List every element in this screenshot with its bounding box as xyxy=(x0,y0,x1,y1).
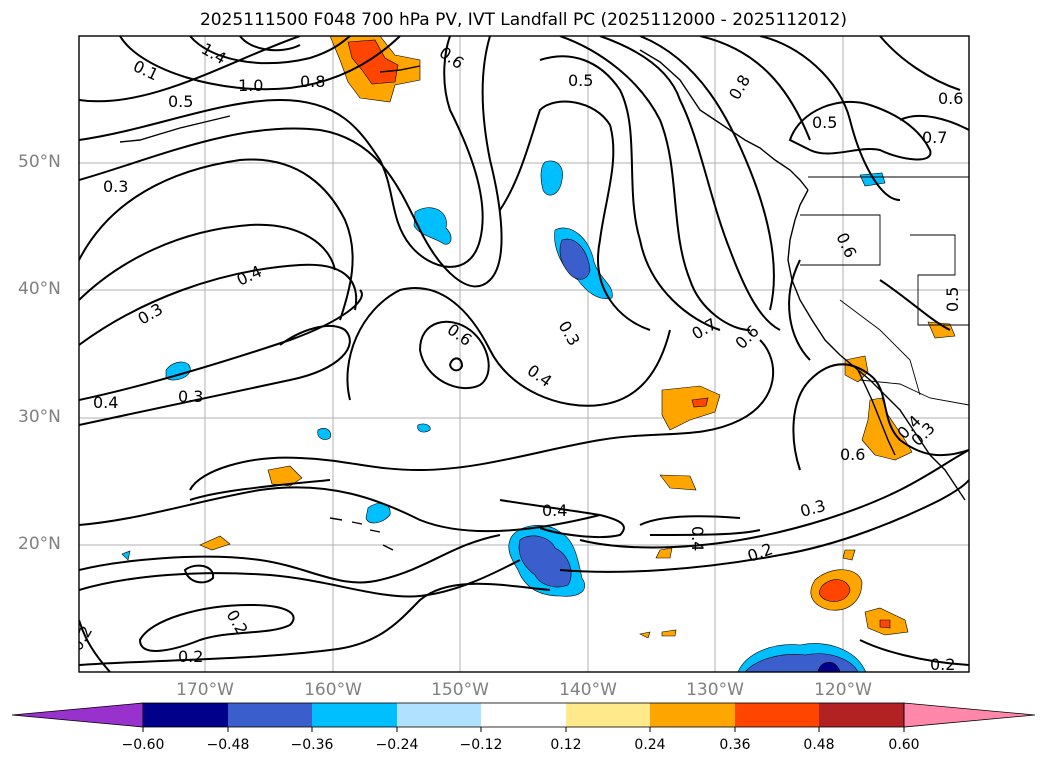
colorbar-tick-label: 0.48 xyxy=(803,737,835,753)
colorbar-swatch xyxy=(312,703,397,727)
contour-label: 0.2 xyxy=(930,655,955,674)
colorbar-swatch xyxy=(481,703,566,727)
shade-negative xyxy=(317,428,331,440)
contour-label: 0.3 xyxy=(178,387,203,406)
shade-negative xyxy=(417,423,431,433)
colorbar-extend-low xyxy=(11,702,144,728)
shade-negative xyxy=(540,160,563,196)
shade-positive-strong xyxy=(879,619,891,629)
shade-positive xyxy=(267,465,303,487)
pv-contours xyxy=(79,36,969,672)
colorbar-swatch xyxy=(228,703,312,727)
colorbar xyxy=(11,702,1036,732)
lat-label: 40°N xyxy=(18,279,61,299)
shade-positive xyxy=(199,535,231,551)
colorbar-swatch xyxy=(819,703,904,727)
shade-positive xyxy=(659,474,697,491)
shade-negative xyxy=(859,172,886,187)
contour-label: 0.3 xyxy=(103,177,128,196)
lat-label: 20°N xyxy=(18,534,61,554)
shade-negative xyxy=(121,550,131,561)
colorbar-swatch xyxy=(397,703,481,727)
colorbar-tick-label: −0.24 xyxy=(375,737,419,753)
shade-positive-strong xyxy=(819,579,851,602)
contour-label: 0.4 xyxy=(688,526,707,551)
contour-label: 0.5 xyxy=(943,287,962,312)
lat-label: 30°N xyxy=(18,407,61,427)
shade-negative xyxy=(413,207,452,245)
contour-label: 0.5 xyxy=(812,113,837,132)
shade-positive xyxy=(661,629,677,637)
colorbar-swatch xyxy=(650,703,735,727)
lon-label: 140°W xyxy=(559,680,617,700)
contour-label: 0.5 xyxy=(568,71,593,90)
contour-label: 0.8 xyxy=(300,72,325,91)
contour-label: 0.6 xyxy=(840,445,865,464)
ivt-shading xyxy=(121,36,956,672)
shade-positive xyxy=(655,547,673,559)
colorbar-swatch xyxy=(566,703,650,727)
colorbar-frame xyxy=(142,702,905,728)
colorbar-extend-high xyxy=(903,702,1036,728)
lon-label: 130°W xyxy=(686,680,744,700)
lon-label: 120°W xyxy=(814,680,872,700)
shade-positive xyxy=(927,321,956,339)
map-frame xyxy=(78,35,970,673)
shade-negative xyxy=(365,502,391,524)
lon-label: 150°W xyxy=(431,680,489,700)
colorbar-swatch xyxy=(735,703,819,727)
shade-negative-strong xyxy=(559,238,591,280)
colorbar-tick-label: −0.12 xyxy=(459,737,503,753)
lon-label: 160°W xyxy=(304,680,362,700)
shade-positive xyxy=(842,549,856,561)
colorbar-tick-label: −0.36 xyxy=(290,737,334,753)
contour-label: 0.2 xyxy=(178,647,203,666)
shade-positive xyxy=(639,631,651,639)
shade-negative-strong xyxy=(518,535,572,588)
colorbar-tick-label: 0.36 xyxy=(719,737,751,753)
coastlines xyxy=(119,49,966,551)
contour-label: 0.4 xyxy=(93,393,118,412)
shade-positive xyxy=(661,385,721,431)
shade-positive-strong xyxy=(691,397,709,408)
colorbar-tick-label: 0.12 xyxy=(550,737,582,753)
lat-label: 50°N xyxy=(18,152,61,172)
contour-label: 0.6 xyxy=(938,89,963,108)
colorbar-swatch xyxy=(143,703,228,727)
colorbar-tick-label: −0.48 xyxy=(206,737,250,753)
colorbar-tick-label: 0.60 xyxy=(888,737,920,753)
lon-label: 170°W xyxy=(176,680,234,700)
colorbar-tick-label: 0.24 xyxy=(634,737,666,753)
contour-label: 0.7 xyxy=(922,128,947,147)
contour-label: 1.0 xyxy=(238,76,263,95)
contour-label: 0.5 xyxy=(168,92,193,111)
colorbar-tick-label: −0.60 xyxy=(121,737,165,753)
shade-positive-strong xyxy=(347,39,399,85)
contour-label: 0.4 xyxy=(542,501,567,520)
map-title: 2025111500 F048 700 hPa PV, IVT Landfall… xyxy=(199,10,847,30)
political-borders xyxy=(800,176,969,406)
